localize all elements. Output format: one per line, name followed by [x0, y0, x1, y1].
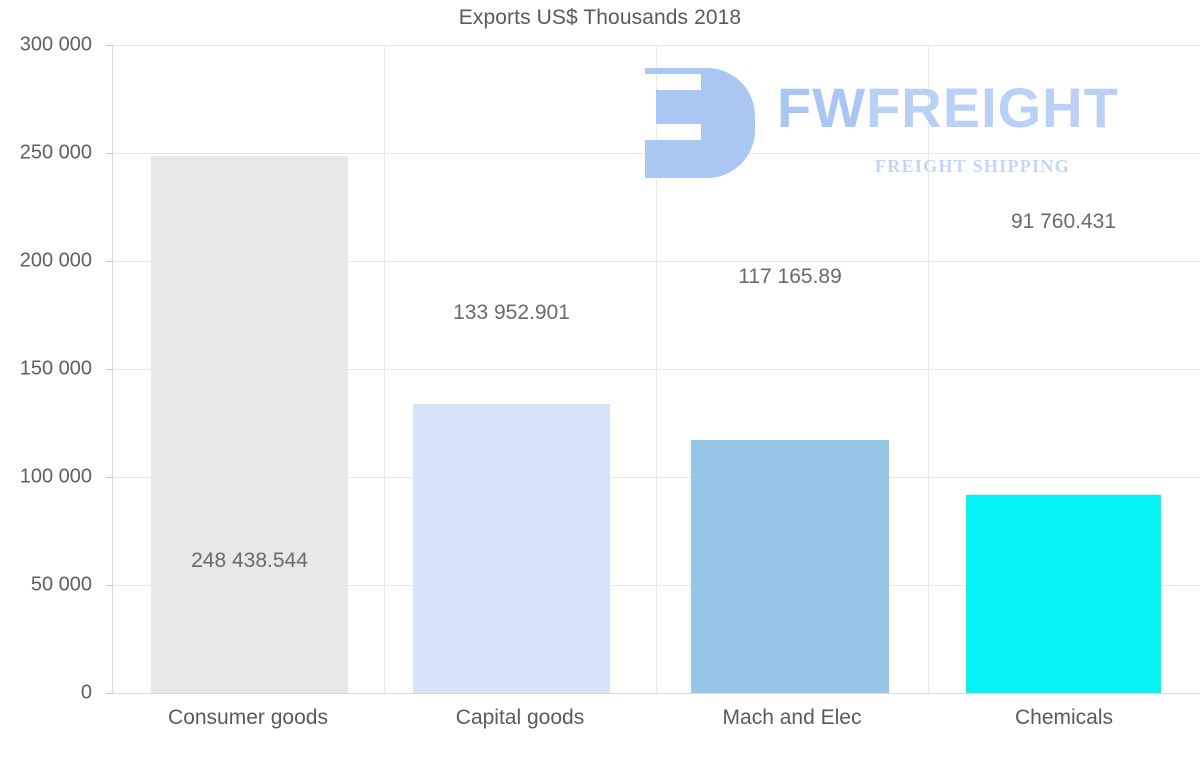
y-axis-tick-label-300000: 300 000 — [19, 33, 92, 56]
bar-value-label-chemicals: 91 760.431 — [1010, 210, 1117, 233]
x-axis-label-consumer-goods: Consumer goods — [168, 706, 328, 729]
y-axis-tick-label-200000: 200 000 — [19, 249, 92, 272]
y-tick-mark — [106, 477, 113, 478]
y-axis-tick-label-150000: 150 000 — [19, 357, 92, 380]
y-axis-tick-label-100000: 100 000 — [19, 465, 92, 488]
x-axis-label-chemicals: Chemicals — [1014, 706, 1114, 729]
x-axis-label-capital-goods: Capital goods — [455, 706, 585, 729]
bar-value-label-mach-and-elec: 117 165.89 — [738, 265, 842, 288]
chart-title: Exports US$ Thousands 2018 — [458, 6, 742, 29]
y-tick-mark — [106, 261, 113, 262]
category-separator-2 — [656, 45, 657, 693]
category-separator-1 — [384, 45, 385, 693]
x-axis-label-mach-and-elec: Mach and Elec — [722, 706, 862, 729]
category-separator-3 — [928, 45, 929, 693]
y-tick-mark — [106, 153, 113, 154]
bar-consumer-goods[interactable] — [151, 156, 348, 693]
y-tick-mark — [106, 585, 113, 586]
y-tick-mark — [106, 369, 113, 370]
plot-area: 248 438.544 133 952.901 117 165.89 91 76… — [106, 45, 1200, 694]
bar-capital-goods[interactable] — [413, 404, 610, 693]
y-axis-tick-label-250000: 250 000 — [19, 141, 92, 164]
y-axis-tick-label-0: 0 — [80, 681, 92, 704]
bar-mach-and-elec[interactable] — [691, 440, 889, 693]
y-axis-tick-label-50000: 50 000 — [30, 573, 92, 596]
y-tick-mark — [106, 693, 113, 694]
gridline-baseline-0 — [106, 693, 1200, 694]
bar-value-label-capital-goods: 133 952.901 — [453, 301, 570, 324]
y-tick-mark — [106, 45, 113, 46]
bar-chemicals[interactable] — [966, 495, 1161, 693]
bar-value-label-consumer-goods: 248 438.544 — [191, 549, 308, 572]
